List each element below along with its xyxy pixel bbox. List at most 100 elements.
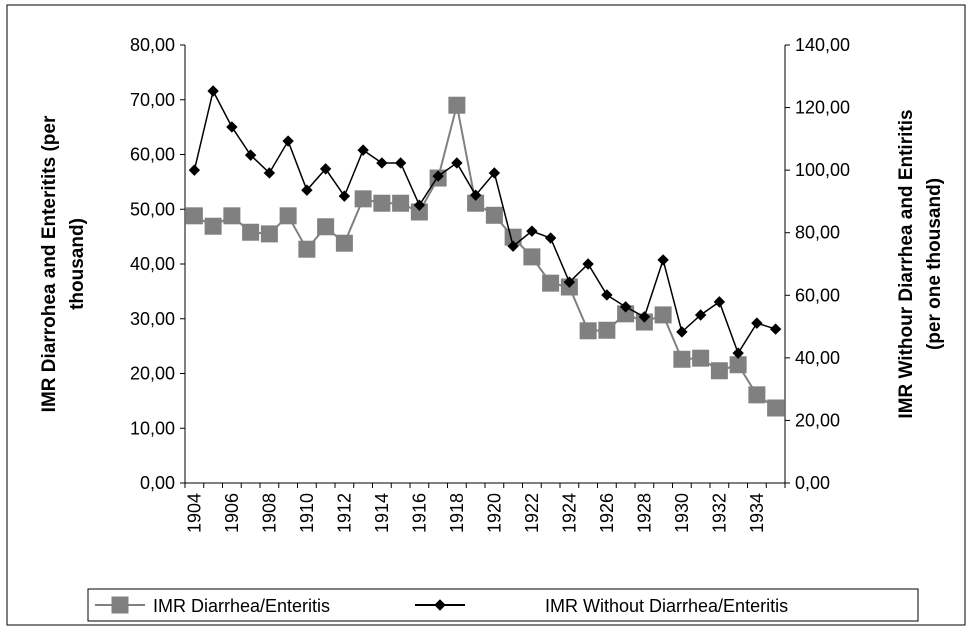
data-point (376, 157, 388, 169)
data-point (729, 356, 747, 374)
data-point (373, 194, 391, 212)
x-tick-label: 1908 (259, 493, 279, 533)
data-point (485, 206, 503, 224)
data-point (451, 157, 463, 169)
y2-tick-label: 40,00 (795, 348, 840, 368)
data-point (692, 349, 710, 367)
x-tick-label: 1924 (559, 493, 579, 533)
y-tick-label: 50,00 (130, 199, 175, 219)
data-point (335, 234, 353, 252)
data-point (638, 311, 651, 323)
y2-tick-label: 100,00 (795, 160, 850, 180)
data-point (354, 190, 372, 208)
series-line (193, 88, 776, 355)
data-point (694, 309, 707, 321)
data-point (751, 317, 763, 329)
x-tick-label: 1914 (372, 493, 392, 533)
data-point (413, 199, 426, 211)
data-point (676, 326, 688, 338)
x-tick-label: 1910 (297, 493, 317, 533)
data-point (710, 362, 728, 380)
x-tick-label: 1920 (484, 493, 504, 533)
x-tick-label: 1932 (709, 493, 729, 533)
data-point (598, 321, 616, 339)
x-tick-label: 1916 (409, 493, 429, 533)
x-tick-label: 1904 (184, 493, 204, 533)
data-point (488, 167, 501, 179)
y-tick-label: 70,00 (130, 90, 175, 110)
data-point (713, 296, 726, 308)
chart-border (6, 4, 966, 626)
legend-marker (111, 596, 129, 614)
y-axis-title: IMR Diarrohea and Enteritits (per (39, 115, 60, 412)
data-point (298, 240, 316, 258)
data-point (319, 163, 332, 175)
data-point (767, 399, 785, 417)
data-point (748, 386, 766, 404)
y2-tick-label: 80,00 (795, 223, 840, 243)
data-point (282, 135, 294, 147)
y2-axis-title: (per one thousand) (924, 178, 945, 350)
data-point (657, 254, 669, 266)
data-point (317, 218, 335, 236)
data-point (185, 207, 203, 225)
data-point (507, 240, 519, 252)
x-tick-label: 1926 (597, 493, 617, 533)
data-point (338, 190, 351, 202)
data-point (544, 232, 557, 244)
data-point (392, 194, 410, 212)
y-tick-label: 0,00 (140, 473, 175, 493)
data-point (188, 164, 201, 176)
y2-tick-label: 60,00 (795, 285, 840, 305)
legend-marker (434, 599, 446, 611)
y2-tick-label: 0,00 (795, 473, 830, 493)
data-point (582, 258, 594, 270)
x-tick-label: 1934 (747, 493, 767, 533)
data-point (563, 276, 576, 288)
data-point (223, 207, 241, 225)
data-point (654, 306, 672, 324)
data-point (469, 189, 482, 201)
data-point (207, 85, 219, 97)
y-tick-label: 30,00 (130, 309, 175, 329)
y2-axis-title: IMR Withour Diarrhea and Entiritis (896, 109, 917, 418)
data-point (204, 217, 222, 235)
data-point (601, 289, 613, 301)
data-point (769, 323, 782, 335)
legend-label: IMR Diarrhea/Enteritis (153, 596, 330, 616)
data-point (448, 96, 466, 114)
x-tick-label: 1922 (522, 493, 542, 533)
x-tick-label: 1930 (672, 493, 692, 533)
legend-label: IMR Without Diarrhea/Enteritis (545, 596, 788, 616)
y-axis-title: thousand) (67, 218, 88, 310)
y-tick-label: 40,00 (130, 254, 175, 274)
x-tick-label: 1912 (334, 493, 354, 533)
x-tick-label: 1928 (634, 493, 654, 533)
y2-tick-label: 120,00 (795, 98, 850, 118)
data-point (619, 301, 632, 313)
y2-tick-label: 140,00 (795, 35, 850, 55)
data-point (432, 170, 444, 182)
y-tick-label: 60,00 (130, 145, 175, 165)
data-point (263, 167, 276, 179)
data-point (394, 157, 407, 169)
y2-tick-label: 20,00 (795, 410, 840, 430)
y-tick-label: 80,00 (130, 35, 175, 55)
data-point (526, 225, 538, 237)
x-tick-label: 1906 (222, 493, 242, 533)
data-point (673, 350, 691, 368)
data-point (279, 207, 297, 225)
data-point (579, 322, 597, 340)
data-point (542, 274, 560, 292)
data-point (260, 225, 278, 243)
data-point (523, 248, 541, 266)
data-point (301, 184, 313, 196)
data-point (226, 121, 238, 133)
data-point (242, 223, 260, 241)
x-tick-label: 1918 (447, 493, 467, 533)
legend-box (87, 588, 919, 622)
data-point (357, 144, 369, 156)
data-point (732, 347, 744, 359)
y-tick-label: 20,00 (130, 364, 175, 384)
